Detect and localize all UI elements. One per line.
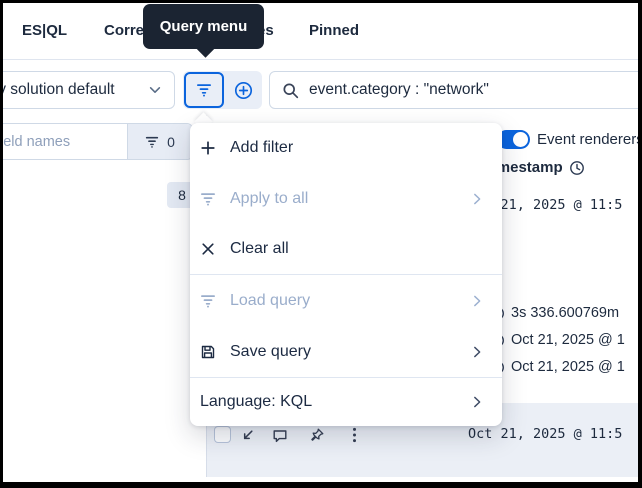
event-duration-detail: 3s 336.600769m bbox=[490, 305, 619, 321]
selected-row-timestamp: Oct 21, 2025 @ 11:5 bbox=[468, 426, 623, 442]
cross-icon bbox=[200, 241, 216, 257]
timeline-tab-bar: ES|QL Correlation Notes Pinned bbox=[3, 3, 638, 60]
detail-text: Oct 21, 2025 @ 1 bbox=[511, 359, 625, 375]
menu-item-clear-all[interactable]: Clear all bbox=[190, 224, 502, 274]
active-filter-count: 0 bbox=[167, 133, 175, 150]
chevron-right-icon bbox=[470, 345, 484, 359]
query-menu-tooltip: Query menu bbox=[143, 4, 264, 49]
chevron-right-icon bbox=[470, 192, 484, 206]
field-search-placeholder: Search field names bbox=[3, 133, 71, 150]
menu-item-label: Apply to all bbox=[230, 189, 309, 207]
event-renderers-label: Event renderers bbox=[537, 131, 638, 148]
event-renderers-toggle[interactable] bbox=[497, 130, 530, 149]
query-button-group bbox=[183, 71, 262, 109]
row-checkbox[interactable] bbox=[214, 426, 231, 443]
tab-pinned[interactable]: Pinned bbox=[309, 22, 360, 39]
query-menu-button[interactable] bbox=[184, 72, 224, 108]
more-actions-icon[interactable] bbox=[352, 427, 357, 443]
app-window: ES|QL Correlation Notes Pinned Security … bbox=[3, 3, 638, 482]
tab-esql[interactable]: ES|QL bbox=[22, 22, 68, 39]
menu-item-label: Clear all bbox=[230, 240, 289, 257]
add-note-icon[interactable] bbox=[272, 428, 288, 444]
detail-text: 3s 336.600769m bbox=[511, 305, 620, 321]
query-menu-popover: Add filter Apply to all Clear all Load q… bbox=[190, 123, 502, 426]
menu-divider bbox=[190, 274, 502, 275]
event-row-timestamp: Oct 21, 2025 @ 11:5 bbox=[468, 197, 623, 213]
chevron-down-icon bbox=[148, 83, 162, 97]
menu-item-add-filter[interactable]: Add filter bbox=[190, 123, 502, 173]
query-search-input[interactable]: event.category : "network" bbox=[269, 71, 638, 109]
field-names-search-input[interactable]: Search field names 0 bbox=[3, 123, 193, 160]
menu-divider bbox=[190, 377, 502, 378]
field-filter-append: 0 bbox=[127, 124, 192, 159]
menu-item-load-query[interactable]: Load query bbox=[190, 275, 502, 326]
data-view-select[interactable]: Security solution default bbox=[3, 71, 175, 109]
plus-in-circle-icon bbox=[234, 81, 253, 100]
menu-item-apply-to-all[interactable]: Apply to all bbox=[190, 173, 502, 224]
search-icon bbox=[282, 82, 299, 99]
detail-text: Oct 21, 2025 @ 1 bbox=[511, 332, 625, 348]
save-icon bbox=[200, 344, 216, 360]
menu-item-language-kql[interactable]: Language: KQL bbox=[190, 378, 502, 426]
data-view-value: Security solution default bbox=[3, 81, 115, 98]
menu-item-label: Save query bbox=[230, 342, 311, 360]
clock-icon bbox=[569, 160, 585, 176]
event-start-detail: Oct 21, 2025 @ 1 bbox=[490, 332, 625, 348]
event-end-detail: Oct 21, 2025 @ 1 bbox=[490, 359, 625, 375]
toggle-knob bbox=[513, 132, 528, 147]
tooltip-text: Query menu bbox=[159, 18, 248, 35]
chevron-right-icon bbox=[470, 294, 484, 308]
pin-event-icon[interactable] bbox=[309, 427, 325, 443]
filter-icon bbox=[200, 293, 216, 309]
filter-icon bbox=[196, 82, 212, 98]
menu-item-label: Add filter bbox=[230, 139, 294, 156]
add-filter-shortcut-button[interactable] bbox=[224, 71, 262, 109]
menu-item-label: Language: KQL bbox=[200, 393, 313, 410]
plus-icon bbox=[200, 140, 216, 156]
menu-item-label: Load query bbox=[230, 291, 311, 309]
expand-event-icon[interactable] bbox=[240, 428, 255, 443]
chevron-right-icon bbox=[470, 395, 484, 409]
query-text: event.category : "network" bbox=[309, 81, 489, 98]
menu-item-save-query[interactable]: Save query bbox=[190, 326, 502, 377]
filter-icon bbox=[200, 191, 216, 207]
filter-icon bbox=[145, 135, 159, 149]
